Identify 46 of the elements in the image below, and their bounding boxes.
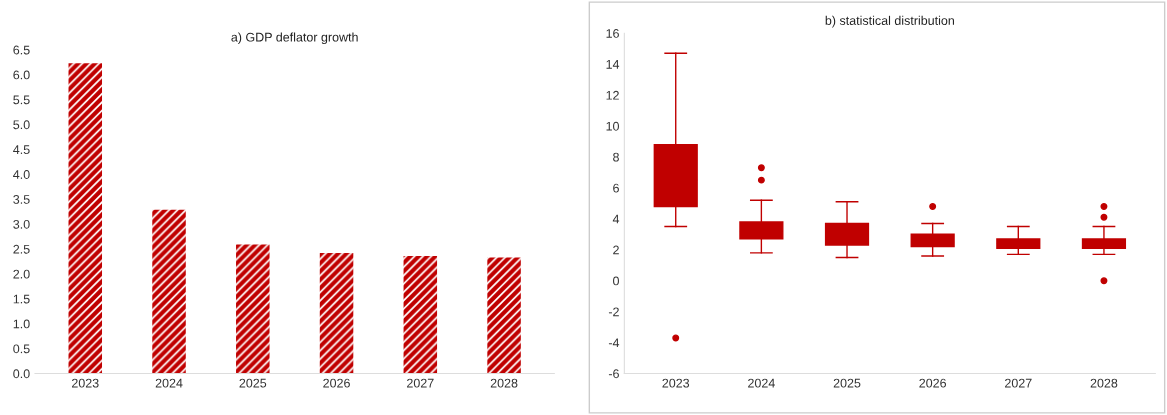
x-tick-label: 2027 [407, 378, 434, 388]
y-tick-label: -6 [608, 369, 619, 379]
x-tick-label: 2025 [239, 378, 267, 388]
y-tick-label: 1.0 [13, 319, 30, 329]
y-tick-label: 5.0 [13, 120, 30, 130]
x-tick-label: 2027 [1005, 378, 1032, 388]
x-tick-label: 2024 [748, 378, 775, 388]
y-tick-label: 1.5 [13, 294, 30, 304]
y-tick-label: 2.0 [13, 269, 30, 279]
y-tick-label: 6 [613, 183, 619, 193]
bar [487, 257, 521, 374]
y-tick-label: 4 [612, 214, 620, 224]
y-tick-label: 16 [606, 29, 619, 38]
y-tick-label: 5.5 [13, 95, 30, 105]
x-tick-label: 2024 [155, 378, 183, 388]
bar [236, 244, 270, 374]
y-tick-label: -2 [608, 307, 619, 317]
bar [403, 255, 438, 374]
y-tick-label: 12 [606, 90, 619, 100]
y-tick-label: 4.0 [13, 170, 30, 179]
chart-title: a) GDP deflator growth [231, 32, 358, 45]
y-tick-label: -4 [608, 338, 620, 348]
x-tick-label: 2026 [323, 378, 350, 388]
y-tick-label: 4.5 [13, 145, 30, 155]
y-tick-label: 14 [606, 60, 620, 69]
y-tick-label: 0 [613, 276, 619, 286]
x-tick-label: 2028 [1090, 378, 1118, 388]
y-tick-label: 6.0 [13, 70, 30, 80]
bar [68, 63, 103, 374]
y-tick-label: 10 [606, 121, 619, 131]
y-tick-label: 0.5 [13, 344, 30, 354]
x-tick-label: 2023 [71, 378, 99, 388]
x-tick-label: 2028 [490, 378, 518, 388]
y-tick-label: 8 [613, 152, 619, 162]
bar [319, 252, 354, 374]
chart-title: b) statistical distribution [825, 15, 954, 28]
y-tick-label: 2.5 [13, 244, 30, 254]
y-tick-label: 3.5 [13, 195, 30, 204]
y-tick-label: 2 [613, 245, 619, 255]
bar [152, 209, 186, 374]
y-tick-label: 6.5 [13, 45, 30, 55]
x-tick-label: 2025 [833, 378, 861, 388]
x-tick-label: 2023 [662, 378, 690, 388]
y-tick-label: 3.0 [13, 219, 30, 229]
x-tick-label: 2026 [919, 378, 947, 388]
y-tick-label: 0.0 [13, 369, 30, 379]
